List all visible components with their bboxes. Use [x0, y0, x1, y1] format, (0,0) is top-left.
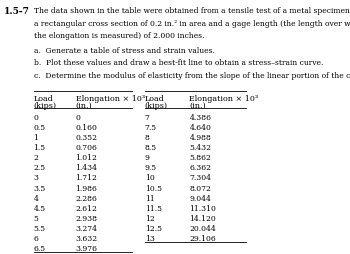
Text: 2.938: 2.938	[76, 214, 98, 222]
Text: 2.286: 2.286	[76, 194, 97, 202]
Text: b.  Plot these values and draw a best-fit line to obtain a stress–strain curve.: b. Plot these values and draw a best-fit…	[34, 59, 323, 67]
Text: 5.432: 5.432	[189, 144, 211, 152]
Text: Elongation × 10³: Elongation × 10³	[189, 94, 259, 103]
Text: 11.5: 11.5	[145, 204, 162, 212]
Text: 29.106: 29.106	[189, 234, 216, 242]
Text: 2.5: 2.5	[34, 164, 46, 172]
Text: 6.5: 6.5	[34, 244, 46, 252]
Text: 13: 13	[145, 234, 155, 242]
Text: 11.310: 11.310	[189, 204, 216, 212]
Text: 7.304: 7.304	[189, 174, 211, 182]
Text: 7.5: 7.5	[145, 124, 157, 132]
Text: 1: 1	[34, 134, 38, 142]
Text: 8.5: 8.5	[145, 144, 157, 152]
Text: Elongation × 10³: Elongation × 10³	[76, 94, 145, 103]
Text: 3: 3	[34, 174, 38, 182]
Text: 1.5-7: 1.5-7	[4, 7, 30, 16]
Text: 0.706: 0.706	[76, 144, 97, 152]
Text: 1.434: 1.434	[76, 164, 98, 172]
Text: 1.012: 1.012	[76, 154, 97, 162]
Text: 20.044: 20.044	[189, 224, 216, 232]
Text: a.  Generate a table of stress and strain values.: a. Generate a table of stress and strain…	[34, 46, 215, 55]
Text: 5.862: 5.862	[189, 154, 211, 162]
Text: 4.640: 4.640	[189, 124, 211, 132]
Text: 8.072: 8.072	[189, 184, 211, 192]
Text: c.  Determine the modulus of elasticity from the slope of the linear portion of : c. Determine the modulus of elasticity f…	[34, 72, 350, 80]
Text: 2: 2	[34, 154, 38, 162]
Text: 1.986: 1.986	[76, 184, 97, 192]
Text: 1.712: 1.712	[76, 174, 97, 182]
Text: 10.5: 10.5	[145, 184, 162, 192]
Text: 7: 7	[145, 114, 150, 122]
Text: 10: 10	[145, 174, 155, 182]
Text: 0: 0	[76, 114, 80, 122]
Text: 3.976: 3.976	[76, 244, 98, 252]
Text: (in.): (in.)	[189, 102, 206, 109]
Text: the elongation is measured) of 2.000 inches.: the elongation is measured) of 2.000 inc…	[34, 32, 204, 40]
Text: 5: 5	[34, 214, 38, 222]
Text: (in.): (in.)	[76, 102, 92, 109]
Text: 3.274: 3.274	[76, 224, 98, 232]
Text: 0: 0	[34, 114, 38, 122]
Text: 0.352: 0.352	[76, 134, 98, 142]
Text: 9.5: 9.5	[145, 164, 157, 172]
Text: 4.386: 4.386	[189, 114, 211, 122]
Text: 3.5: 3.5	[34, 184, 46, 192]
Text: 6.362: 6.362	[189, 164, 211, 172]
Text: 4.988: 4.988	[189, 134, 211, 142]
Text: 12: 12	[145, 214, 155, 222]
Text: 6: 6	[34, 234, 38, 242]
Text: a rectangular cross section of 0.2 in.² in area and a gage length (the length ov: a rectangular cross section of 0.2 in.² …	[34, 20, 350, 28]
Text: 4: 4	[34, 194, 38, 202]
Text: 9.044: 9.044	[189, 194, 211, 202]
Text: 0.5: 0.5	[34, 124, 46, 132]
Text: 1.5: 1.5	[34, 144, 46, 152]
Text: 9: 9	[145, 154, 150, 162]
Text: The data shown in the table were obtained from a tensile test of a metal specime: The data shown in the table were obtaine…	[34, 7, 350, 15]
Text: (kips): (kips)	[145, 102, 168, 109]
Text: 0.160: 0.160	[76, 124, 97, 132]
Text: 2.612: 2.612	[76, 204, 97, 212]
Text: 3.632: 3.632	[76, 234, 98, 242]
Text: Load: Load	[34, 94, 54, 103]
Text: Load: Load	[145, 94, 165, 103]
Text: 11: 11	[145, 194, 155, 202]
Text: 4.5: 4.5	[34, 204, 46, 212]
Text: 8: 8	[145, 134, 150, 142]
Text: 5.5: 5.5	[34, 224, 46, 232]
Text: 12.5: 12.5	[145, 224, 162, 232]
Text: (kips): (kips)	[34, 102, 57, 109]
Text: 14.120: 14.120	[189, 214, 216, 222]
